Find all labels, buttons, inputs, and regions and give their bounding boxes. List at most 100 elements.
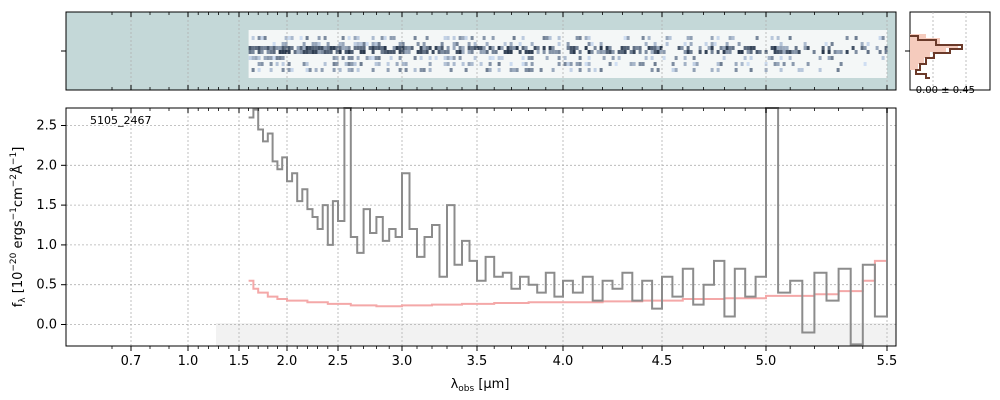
spec2d-pixel — [509, 42, 513, 46]
spec2d-pixel — [530, 50, 534, 54]
spec2d-pixel — [548, 50, 552, 54]
spec2d-pixel — [638, 50, 642, 54]
spec2d-pixel — [338, 50, 342, 54]
spec2d-pixel — [623, 46, 627, 50]
spec2d-pixel — [839, 50, 843, 54]
spec2d-pixel — [674, 56, 678, 60]
spec2d-pixel — [524, 46, 528, 50]
spec2d-pixel — [269, 62, 273, 66]
spec2d-pixel — [818, 68, 822, 72]
spec2d-pixel — [683, 62, 687, 66]
spec2d-pixel — [335, 62, 339, 66]
spec2d-pixel — [536, 50, 540, 54]
spec2d-pixel — [650, 50, 654, 54]
spec2d-pixel — [818, 56, 822, 60]
x-axis-ticks: 0.7 1.0 1.5 2.0 2.5 3.0 3.5 4.0 4.5 5.0 5.5 — [111, 108, 897, 369]
spec2d-pixel — [362, 46, 366, 50]
noise-stat-label: -0.00 ± 0.45 — [912, 85, 975, 96]
spec2d-pixel — [281, 56, 285, 60]
spec2d-pixel — [719, 46, 723, 50]
spec2d-pixel — [860, 42, 864, 46]
spec2d-pixel — [755, 36, 759, 40]
spec2d-pixel — [794, 50, 798, 54]
spec2d-trace — [248, 30, 888, 78]
spec2d-pixel — [428, 68, 432, 72]
spec2d-pixel — [362, 42, 366, 46]
spec2d-pixel — [302, 46, 306, 50]
spec2d-pixel — [461, 50, 465, 54]
spec2d-pixel — [731, 46, 735, 50]
spec2d-pixel — [866, 42, 870, 46]
spec2d-pixel — [386, 68, 390, 72]
spec2d-pixel — [260, 62, 264, 66]
spec2d-pixel — [578, 62, 582, 66]
spec2d-pixel — [314, 68, 318, 72]
spec2d-pixel — [494, 50, 498, 54]
spec2d-pixel — [305, 46, 309, 50]
spec2d-pixel — [527, 56, 531, 60]
spec2d-pixel — [668, 36, 672, 40]
spec2d-pixel — [290, 68, 294, 72]
spec2d-pixel — [683, 42, 687, 46]
spec2d-pixel — [710, 68, 714, 72]
spec2d-pixel — [371, 50, 375, 54]
spec2d-pixel — [728, 46, 732, 50]
spec2d-pixel — [521, 36, 525, 40]
spec2d-pixel — [827, 56, 831, 60]
spec2d-pixel — [680, 46, 684, 50]
spec2d-pixel — [341, 46, 345, 50]
spec2d-pixel — [302, 50, 306, 54]
spec2d-pixel — [260, 36, 264, 40]
spec2d-pixel — [425, 46, 429, 50]
spec2d-pixel — [329, 46, 333, 50]
spec2d-pixel — [377, 56, 381, 60]
spec2d-pixel — [782, 50, 786, 54]
spec2d-pixel — [608, 46, 612, 50]
spec2d-pixel — [542, 36, 546, 40]
spec2d-pixel — [536, 46, 540, 50]
spec2d-pixel — [287, 62, 291, 66]
spec2d-pixel — [530, 68, 534, 72]
spec2d-pixel — [770, 56, 774, 60]
y-tick-label: 2.0 — [36, 158, 57, 173]
spec2d-pixel — [650, 46, 654, 50]
spec2d-pixel — [452, 36, 456, 40]
spec2d-pixel — [806, 46, 810, 50]
spec2d-pixel — [851, 46, 855, 50]
spec2d-pixel — [779, 46, 783, 50]
spec2d-pixel — [362, 50, 366, 54]
spec2d-pixel — [569, 62, 573, 66]
spec2d-pixel — [356, 36, 360, 40]
spec2d-pixel — [557, 56, 561, 60]
spec2d-pixel — [467, 42, 471, 46]
spec2d-pixel — [743, 46, 747, 50]
spec2d-pixel — [416, 50, 420, 54]
spec2d-pixel — [317, 50, 321, 54]
spec2d-pixel — [632, 50, 636, 54]
spec2d-pixel — [779, 56, 783, 60]
spec2d-pixel — [881, 36, 885, 40]
spec2d-pixel — [371, 56, 375, 60]
spec2d-pixel — [566, 46, 570, 50]
spec2d-pixel — [800, 68, 804, 72]
x-tick-label: 1.0 — [178, 354, 199, 369]
spec2d-pixel — [389, 36, 393, 40]
spec2d-pixel — [785, 50, 789, 54]
spec2d-pixel — [836, 68, 840, 72]
spec2d-pixel — [650, 68, 654, 72]
spec2d-pixel — [539, 68, 543, 72]
spec2d-pixel — [440, 46, 444, 50]
spec2d-pixel — [566, 62, 570, 66]
spec2d-pixel — [686, 50, 690, 54]
spec2d-pixel — [383, 46, 387, 50]
spec2d-pixel — [332, 56, 336, 60]
spec2d-pixel — [518, 42, 522, 46]
spec2d-pixel — [263, 56, 267, 60]
spec2d-pixel — [350, 56, 354, 60]
spec2d-pixel — [776, 50, 780, 54]
spec2d-pixel — [305, 50, 309, 54]
spec2d-pixel — [482, 50, 486, 54]
spec2d-pixel — [389, 50, 393, 54]
spec2d-pixel — [707, 46, 711, 50]
spec2d-pixel — [281, 42, 285, 46]
